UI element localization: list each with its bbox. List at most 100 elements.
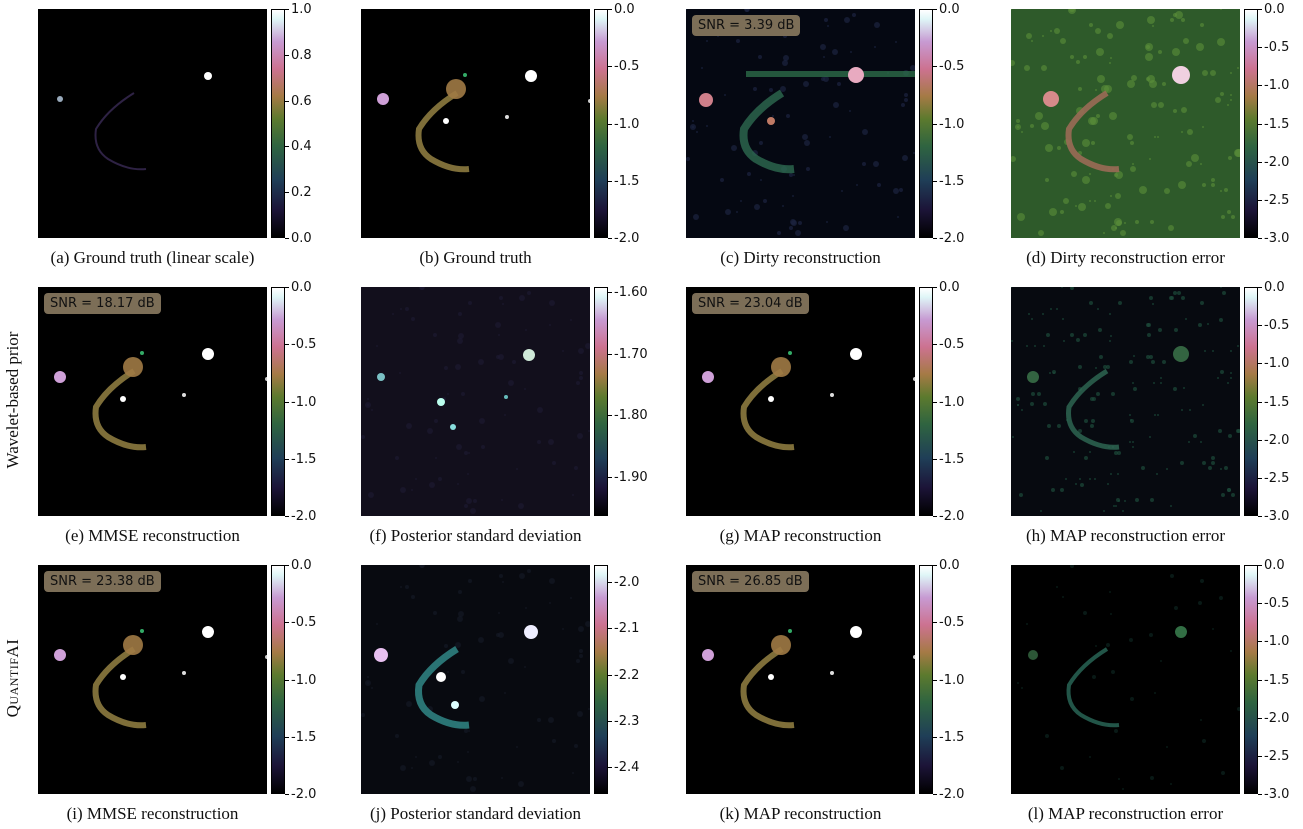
source-blob [1011, 156, 1016, 162]
source-blob [495, 322, 501, 328]
source-blob [1015, 124, 1021, 130]
source-blob [740, 200, 742, 202]
source-blob [549, 324, 551, 326]
source-blob [1200, 579, 1204, 583]
source-blob [720, 178, 724, 182]
source-blob [1168, 225, 1174, 231]
source-blob [1030, 402, 1034, 406]
panel-a-caption: (a) Ground truth (linear scale) [50, 248, 255, 267]
source-blob [54, 371, 66, 383]
source-blob [1133, 355, 1135, 357]
panel-a-image [38, 9, 267, 238]
source-blob [1187, 129, 1193, 135]
sidelobe-band [746, 71, 915, 77]
source-blob [1177, 291, 1181, 295]
source-blob [1181, 131, 1183, 133]
source-blob [1234, 149, 1240, 157]
source-blob [901, 103, 905, 107]
source-blob [1117, 473, 1119, 475]
source-blob [498, 334, 500, 336]
source-blob [1115, 193, 1121, 199]
source-blob [516, 746, 518, 748]
source-blob [753, 87, 757, 91]
nebula-arc [1065, 90, 1120, 173]
panel-f-image [361, 287, 590, 516]
source-blob [504, 414, 506, 416]
source-blob [1050, 308, 1052, 310]
source-blob [202, 626, 214, 638]
source-blob [458, 611, 464, 617]
source-blob [1149, 436, 1151, 438]
source-blob [1220, 9, 1222, 10]
source-blob [904, 93, 908, 97]
source-blob [1089, 173, 1091, 175]
source-blob [1042, 313, 1044, 315]
source-blob [1011, 60, 1015, 66]
source-blob [1127, 134, 1133, 140]
source-blob [1130, 141, 1134, 145]
source-blob [798, 221, 802, 225]
source-blob [1109, 112, 1117, 120]
source-blob [1011, 340, 1013, 342]
colorbar-tick-label: -2.0 [607, 231, 640, 246]
source-blob [1080, 483, 1084, 487]
source-blob [1212, 350, 1214, 352]
source-blob [1218, 429, 1222, 433]
source-blob [841, 190, 843, 192]
source-blob [570, 597, 572, 599]
source-blob [468, 452, 470, 454]
source-blob [467, 473, 469, 475]
source-blob [1026, 623, 1028, 625]
source-blob [446, 79, 466, 99]
source-blob [570, 319, 572, 321]
colorbar-tick-label: -2.2 [607, 667, 640, 683]
source-blob [434, 419, 438, 423]
source-blob [1166, 468, 1168, 470]
source-blob [1154, 136, 1156, 138]
panel-h-image [1011, 287, 1240, 516]
source-blob [371, 687, 373, 689]
source-blob [1031, 392, 1035, 396]
source-blob [1089, 301, 1093, 305]
source-blob [501, 777, 503, 779]
source-blob [1164, 188, 1170, 194]
source-blob [1211, 456, 1215, 460]
panel-i-caption: (i) MMSE reconstruction [66, 804, 239, 823]
colorbar-tick-label: 0.0 [933, 280, 960, 295]
panel-b-caption: (b) Ground truth [419, 248, 532, 267]
source-blob [1157, 414, 1159, 416]
source-blob [771, 635, 791, 655]
nebula-arc [92, 368, 147, 451]
source-blob [1019, 493, 1023, 497]
source-blob [182, 671, 186, 675]
source-blob [1186, 161, 1192, 167]
source-blob [406, 423, 412, 429]
source-blob [826, 221, 828, 223]
panel-a-field [57, 72, 212, 171]
source-blob [1027, 371, 1039, 383]
source-blob [802, 134, 808, 140]
source-blob [1096, 114, 1100, 118]
colorbar-tick-label: -1.5 [284, 729, 317, 745]
source-blob [913, 377, 915, 381]
source-blob [504, 692, 506, 694]
source-blob [140, 629, 144, 633]
source-blob [1118, 778, 1120, 780]
colorbar-tick-label: -0.5 [284, 615, 317, 631]
source-blob [1230, 72, 1232, 74]
source-blob [803, 81, 809, 87]
source-blob [371, 409, 373, 411]
source-blob [1189, 409, 1191, 411]
source-blob [1070, 55, 1074, 59]
source-blob [1084, 456, 1088, 460]
source-blob [374, 648, 388, 662]
source-blob [501, 499, 503, 501]
source-blob [1157, 136, 1159, 138]
source-blob [1230, 350, 1232, 352]
source-blob [1202, 183, 1206, 187]
source-blob [457, 338, 463, 344]
source-blob [519, 295, 525, 301]
source-blob [783, 55, 789, 61]
source-blob [1057, 146, 1061, 150]
source-blob [549, 602, 551, 604]
